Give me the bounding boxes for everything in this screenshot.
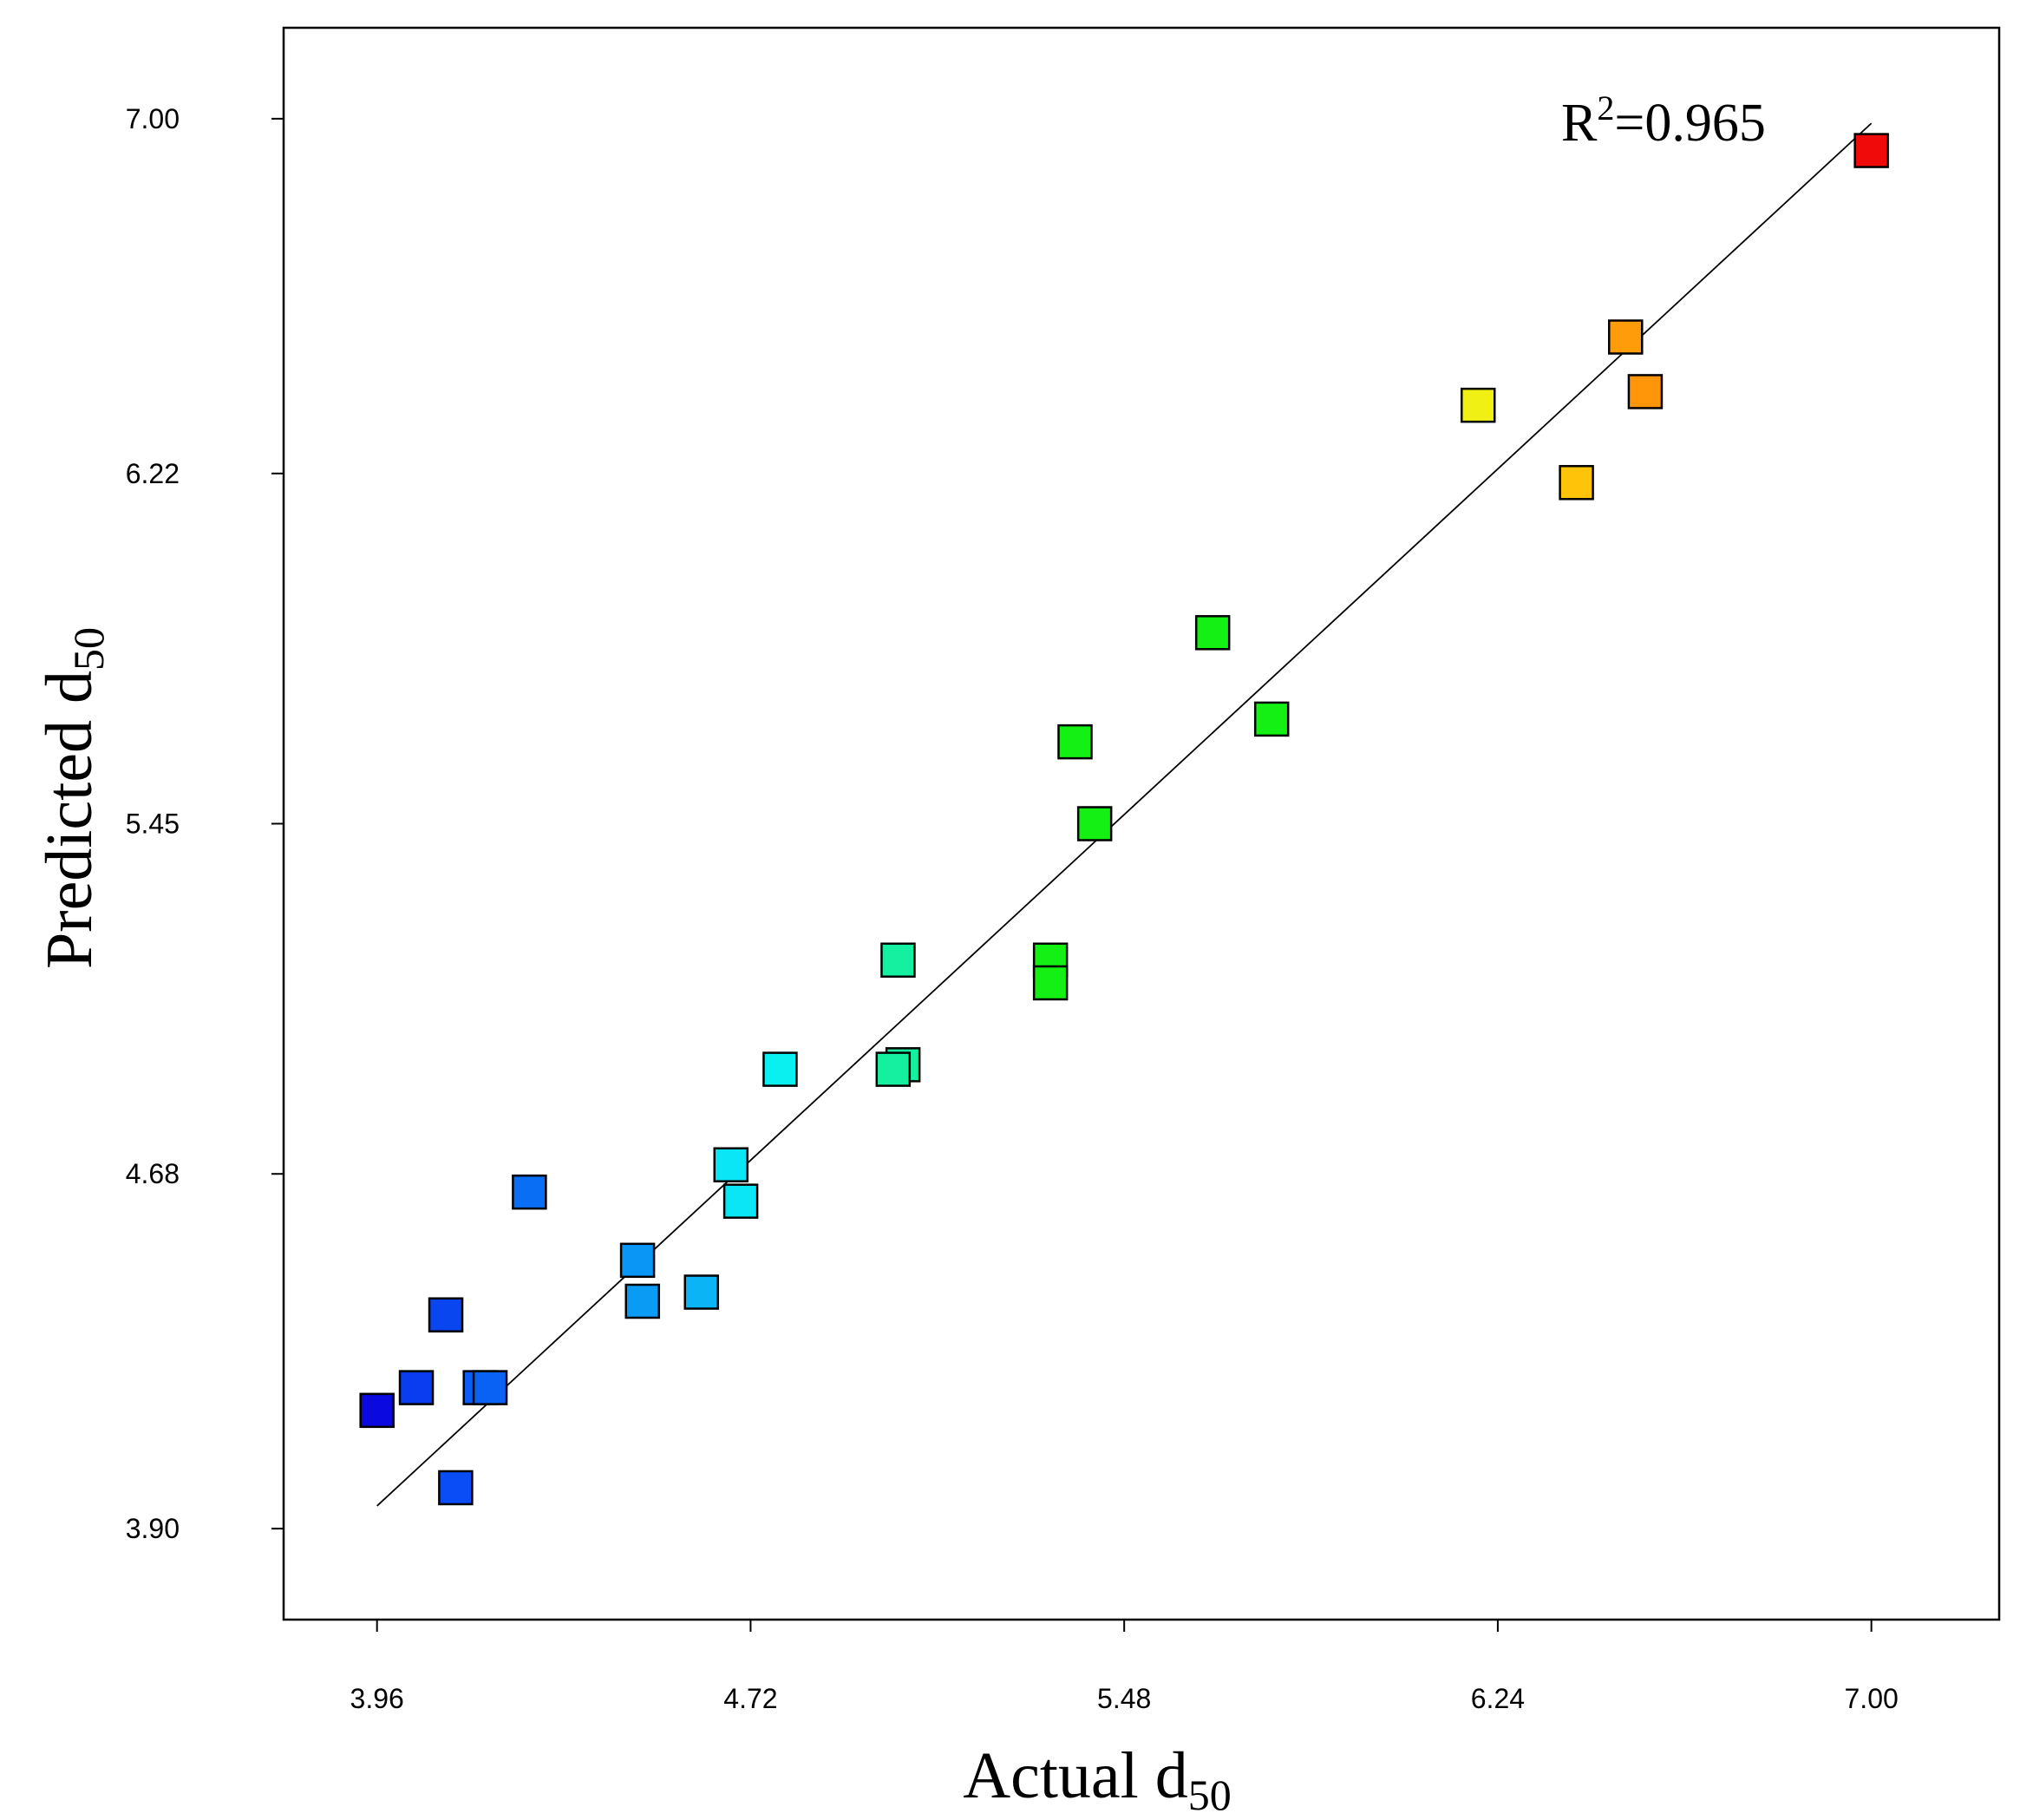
- x-axis-title: Actual d50: [963, 1739, 1232, 1819]
- data-point: [472, 1370, 508, 1405]
- data-point: [1460, 387, 1496, 423]
- y-axis: 3.90 4.68 5.45 6.22 7.00: [126, 103, 284, 1544]
- data-point: [762, 1051, 798, 1087]
- r-squared-annotation: R2=0.965: [1561, 88, 1766, 153]
- data-point: [1253, 701, 1290, 737]
- x-tick-label: 5.48: [1097, 1683, 1151, 1714]
- y-tick-label: 4.68: [126, 1158, 180, 1189]
- y-axis-title: Predicted d50: [33, 627, 113, 969]
- x-tick-label: 3.96: [350, 1683, 404, 1714]
- data-point: [1057, 723, 1093, 760]
- plot-frame: [282, 26, 2001, 1621]
- data-point: [1608, 319, 1644, 355]
- data-point: [1032, 965, 1069, 1001]
- y-tick-label: 6.22: [126, 458, 180, 489]
- x-tick-label: 6.24: [1471, 1683, 1525, 1714]
- data-point: [512, 1174, 547, 1210]
- x-axis: 3.96 4.72 5.48 6.24 7.00: [350, 1620, 1899, 1714]
- y-tick-label: 7.00: [126, 103, 180, 134]
- fit-line: [376, 122, 1873, 1507]
- y-tick-label: 3.90: [126, 1513, 180, 1544]
- data-point: [875, 1051, 912, 1087]
- data-point: [619, 1242, 656, 1279]
- data-point: [398, 1370, 435, 1405]
- data-point: [1194, 615, 1231, 651]
- data-point: [713, 1147, 749, 1182]
- data-point: [1627, 374, 1664, 409]
- data-point: [880, 942, 916, 979]
- x-tick-label: 7.00: [1845, 1683, 1899, 1714]
- x-tick-label: 4.72: [723, 1683, 777, 1714]
- data-point: [428, 1297, 464, 1332]
- data-point: [683, 1274, 719, 1310]
- data-point: [722, 1183, 759, 1219]
- y-tick-label: 5.45: [126, 809, 180, 840]
- data-point: [1853, 133, 1889, 168]
- data-point: [438, 1470, 474, 1506]
- data-point: [624, 1283, 660, 1319]
- data-point: [1076, 806, 1113, 841]
- data-points: [359, 133, 1889, 1506]
- data-point: [359, 1392, 395, 1429]
- data-point: [1559, 465, 1594, 501]
